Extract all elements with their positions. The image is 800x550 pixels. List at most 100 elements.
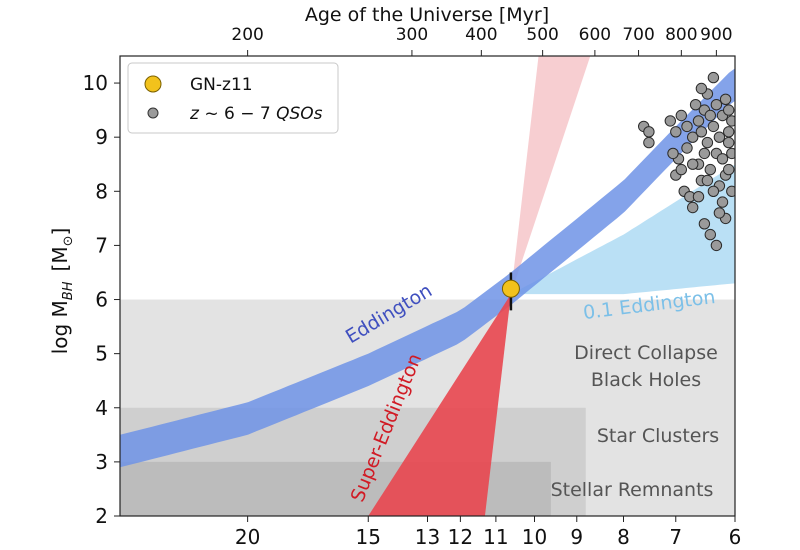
qso-point — [723, 126, 735, 138]
legend-box — [127, 62, 339, 134]
top-tick-label: 900 — [700, 25, 732, 45]
qso-point — [723, 163, 735, 176]
qso-point — [713, 131, 726, 143]
y-tick-label: 7 — [95, 233, 108, 257]
seed-region-label-0-line-0: Direct Collapse — [574, 342, 718, 364]
super-eddington-extension — [510, 56, 591, 295]
top-tick-label: 300 — [396, 25, 428, 45]
plot-area — [120, 56, 735, 516]
qso-point — [716, 153, 729, 165]
qso-point — [687, 131, 699, 143]
x-tick-label: 15 — [356, 525, 381, 549]
qso-point — [704, 109, 716, 122]
y-tick-label: 6 — [95, 288, 108, 312]
top-axis-ticks: 200 300 400 500 600 700 800 900 — [231, 25, 733, 56]
legend-label-gn-z11: GN-z11 — [190, 75, 253, 95]
qso-point — [716, 196, 729, 208]
y-axis-label-sun: ⊙ — [61, 236, 76, 247]
seed-region-label-1: Star Clusters — [597, 425, 719, 447]
qso-point — [707, 71, 720, 84]
qso-point — [692, 115, 705, 127]
qso-point — [675, 109, 687, 122]
seed-region-label-2: Stellar Remnants — [551, 479, 714, 501]
qso-point — [719, 93, 732, 106]
qso-point — [701, 174, 714, 187]
gn-z11-marker — [501, 279, 520, 298]
qso-point — [695, 82, 708, 95]
qso-point — [687, 158, 699, 170]
top-tick-label: 700 — [622, 25, 654, 45]
qso-point — [687, 201, 699, 214]
qso-point — [710, 99, 723, 111]
qso-point — [698, 147, 711, 160]
legend-marker-qsos — [147, 107, 159, 119]
top-tick-label: 500 — [526, 25, 558, 45]
seed-region-labels: Direct Collapse Black Holes Star Clusters S… — [551, 342, 720, 501]
qso-point — [723, 136, 735, 149]
legend-label-qsos-z: z — [189, 104, 200, 124]
x-tick-label: 9 — [570, 525, 583, 549]
top-tick-label: 200 — [231, 25, 263, 45]
top-axis-label: Age of the Universe [Myr] — [305, 4, 549, 26]
legend: GN-z11 z ~ 6 − 7 QSOs — [127, 62, 339, 134]
qso-point — [698, 218, 711, 230]
qso-point — [681, 142, 693, 154]
qso-point — [726, 185, 735, 197]
seed-region-label-2-line-0: Stellar Remnants — [551, 479, 714, 501]
x-tick-label: 7 — [669, 525, 682, 549]
qso-point — [667, 147, 679, 160]
super-eddington-band — [368, 294, 511, 516]
seed-region-label-1-line-0: Star Clusters — [597, 425, 719, 447]
qso-point — [643, 136, 655, 149]
y-tick-label: 5 — [95, 342, 108, 366]
y-tick-label: 3 — [95, 450, 108, 474]
qso-point — [643, 126, 655, 138]
qso-point — [723, 104, 735, 116]
qso-point — [670, 126, 682, 138]
y-axis-ticks: 2 3 4 5 6 7 8 9 10 — [83, 71, 120, 528]
eddington-band — [120, 68, 735, 468]
legend-marker-gn-z11 — [144, 75, 162, 93]
y-axis-label-close: ] — [48, 228, 72, 236]
qso-point — [695, 126, 708, 138]
y-axis-label-main: log M — [48, 300, 72, 354]
y-tick-label: 9 — [95, 125, 108, 149]
qso-point — [664, 115, 676, 127]
y-tick-label: 4 — [95, 396, 108, 420]
qso-point — [689, 99, 702, 111]
x-tick-label: 12 — [448, 525, 473, 549]
qso-point — [710, 239, 723, 252]
top-tick-label: 400 — [465, 25, 497, 45]
qso-points — [638, 71, 735, 252]
qso-point — [675, 163, 687, 176]
tenth-eddington-band — [510, 164, 735, 295]
seed-region-label-0-line-1: Black Holes — [591, 369, 701, 391]
qso-point — [707, 120, 720, 133]
x-tick-label: 13 — [415, 525, 440, 549]
qso-point — [692, 191, 705, 203]
seed-region-label-0: Direct Collapse Black Holes — [574, 342, 718, 391]
growth-bands — [120, 56, 735, 516]
x-tick-label: 10 — [522, 525, 547, 549]
qso-point — [681, 120, 693, 133]
top-tick-label: 600 — [579, 25, 611, 45]
gn-z11-point — [501, 272, 520, 311]
y-tick-label: 10 — [83, 71, 108, 95]
qso-point — [704, 163, 716, 176]
qso-point — [704, 228, 716, 241]
y-axis-label-unit: [M — [48, 246, 72, 271]
qso-point — [707, 185, 720, 198]
qso-point — [713, 207, 726, 219]
top-tick-label: 800 — [665, 25, 697, 45]
qso-point — [726, 147, 735, 160]
x-axis-ticks: 20 15 13 12 11 10 9 8 7 6 — [235, 516, 741, 549]
x-tick-label: 20 — [235, 525, 260, 549]
qso-point — [726, 115, 735, 127]
legend-label-qsos-name: QSOs — [276, 104, 323, 124]
y-axis-label-sub: BH — [61, 281, 76, 300]
legend-label-qsos: z ~ 6 − 7 QSOs — [189, 104, 323, 124]
qso-point — [701, 136, 714, 149]
y-axis-label: log MBH [M⊙] — [48, 228, 76, 355]
x-tick-label: 8 — [617, 525, 630, 549]
